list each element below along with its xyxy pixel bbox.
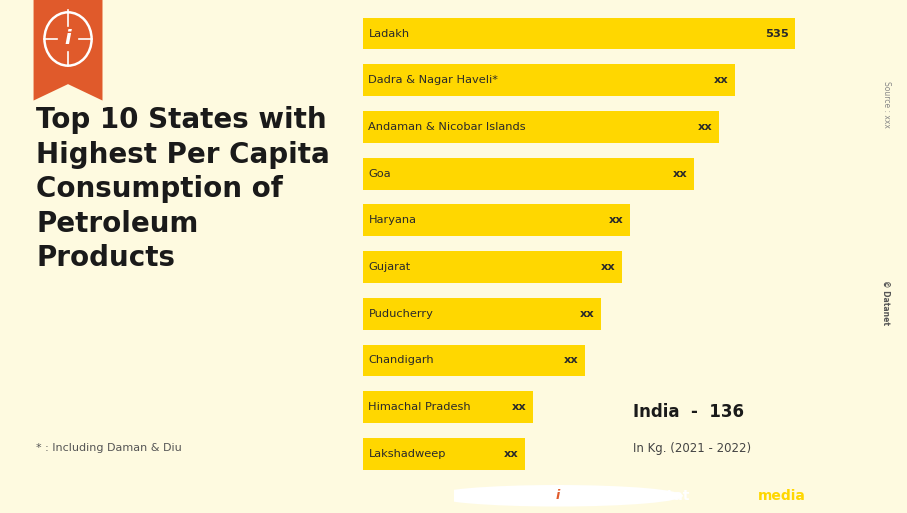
Text: i: i: [556, 489, 560, 502]
Text: xx: xx: [580, 309, 595, 319]
Text: In Kg. (2021 - 2022): In Kg. (2021 - 2022): [633, 442, 751, 456]
Text: media: media: [758, 489, 806, 503]
Text: * : Including Daman & Diu: * : Including Daman & Diu: [36, 443, 182, 453]
Circle shape: [433, 485, 683, 506]
Bar: [363, 65, 735, 96]
Text: xx: xx: [512, 402, 526, 412]
Bar: [363, 111, 718, 143]
Text: Source : xxx: Source : xxx: [882, 81, 891, 128]
Bar: [363, 438, 524, 469]
Text: xx: xx: [503, 449, 518, 459]
Bar: [363, 18, 795, 49]
Text: India  -  136: India - 136: [633, 403, 744, 421]
Bar: [363, 345, 585, 376]
Bar: [363, 298, 601, 329]
Text: Dadra & Nagar Haveli*: Dadra & Nagar Haveli*: [368, 75, 498, 85]
Text: Chandigarh: Chandigarh: [368, 356, 434, 365]
Bar: [363, 251, 621, 283]
Text: xx: xx: [564, 356, 579, 365]
Text: Lakshadweep: Lakshadweep: [368, 449, 446, 459]
Text: Himachal Pradesh: Himachal Pradesh: [368, 402, 471, 412]
Text: Top 10 States with
Highest Per Capita
Consumption of
Petroleum
Products: Top 10 States with Highest Per Capita Co…: [36, 106, 330, 272]
Text: xx: xx: [600, 262, 615, 272]
Bar: [363, 158, 695, 189]
Text: Puducherry: Puducherry: [368, 309, 434, 319]
Text: xx: xx: [697, 122, 712, 132]
Text: Andaman & Nicobar Islands: Andaman & Nicobar Islands: [368, 122, 526, 132]
Text: xx: xx: [673, 169, 688, 179]
Text: indiastat: indiastat: [620, 489, 690, 503]
Text: xx: xx: [609, 215, 623, 225]
Text: Gujarat: Gujarat: [368, 262, 411, 272]
Bar: [363, 391, 532, 423]
Polygon shape: [34, 0, 102, 101]
Text: i: i: [64, 29, 72, 49]
Text: Haryana: Haryana: [368, 215, 416, 225]
Text: Ladakh: Ladakh: [368, 29, 410, 38]
Bar: [363, 205, 629, 236]
Text: 535: 535: [766, 29, 789, 38]
Text: xx: xx: [714, 75, 728, 85]
Text: © Datanet: © Datanet: [882, 281, 891, 325]
Text: Goa: Goa: [368, 169, 391, 179]
